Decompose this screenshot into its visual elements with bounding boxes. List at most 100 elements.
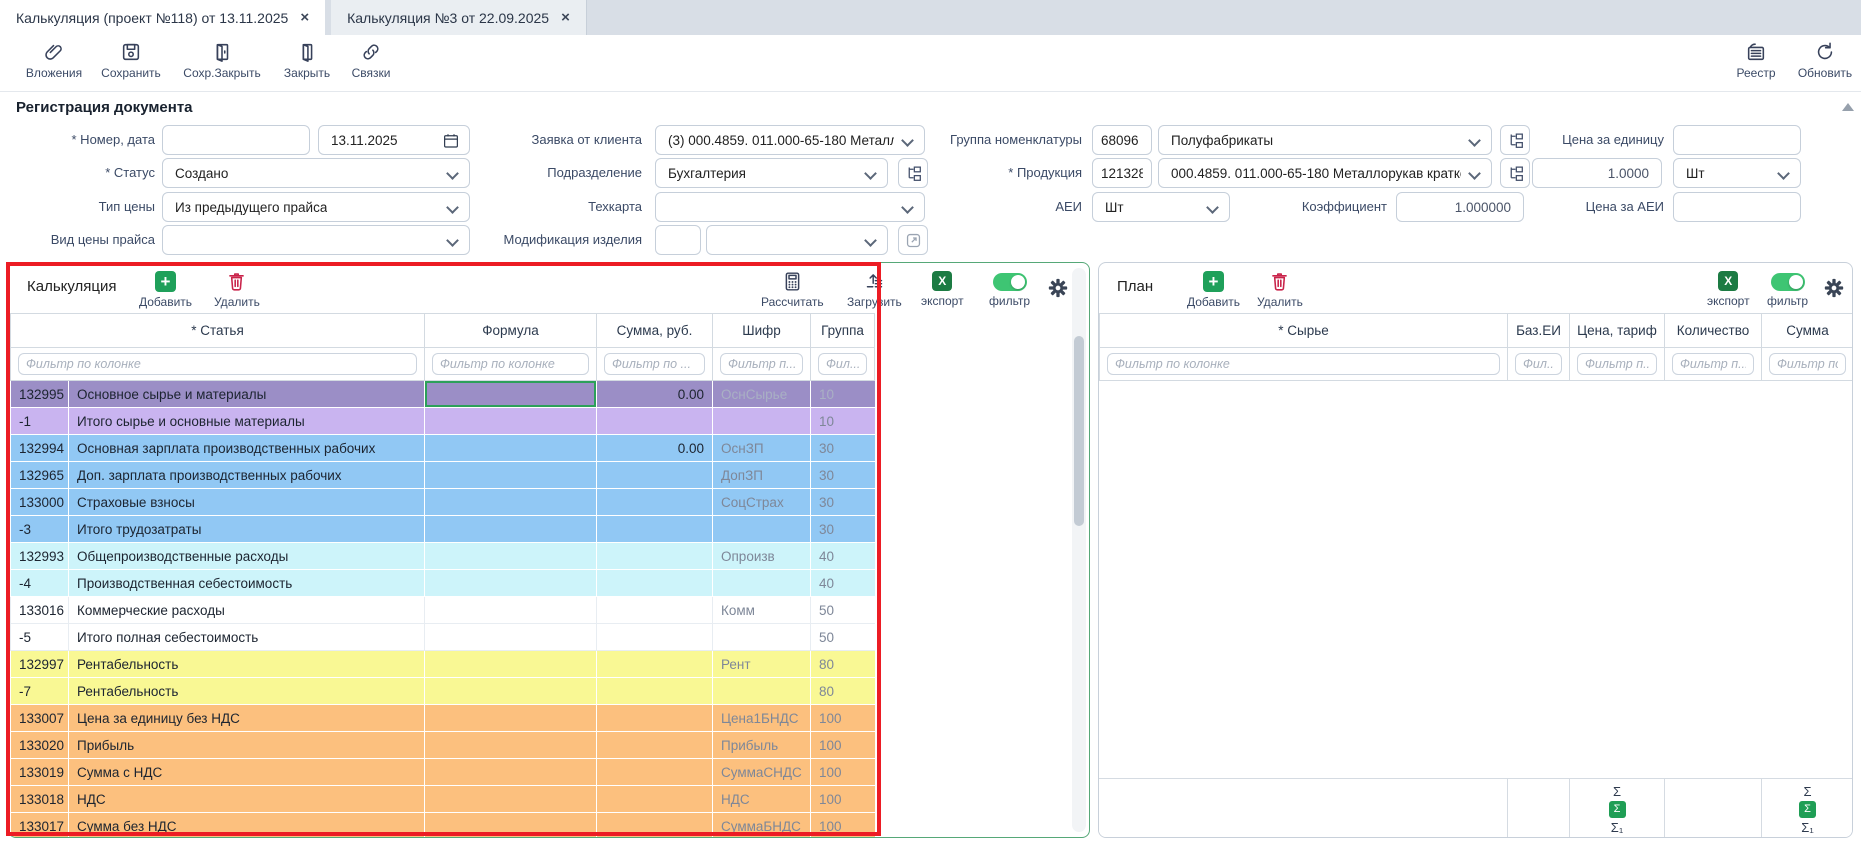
cell-id[interactable]: 132997 [10,650,69,678]
cell-sum[interactable] [596,596,713,624]
cell-formula[interactable] [424,731,597,759]
cell-code[interactable]: Опроизв [712,542,811,570]
cell-sum[interactable]: 0.00 [596,380,713,408]
cell-name[interactable]: Прибыль [68,731,425,759]
column-filter-input[interactable] [1769,353,1846,375]
cell-id[interactable]: 133000 [10,488,69,516]
table-row[interactable]: 132994 Основная зарплата производственных… [10,434,875,462]
cell-formula[interactable] [424,596,597,624]
toggle-on-icon[interactable] [992,273,1027,291]
cell-formula[interactable] [424,704,597,732]
production-hierarchy-button[interactable] [1500,158,1530,188]
cell-formula[interactable] [424,569,597,597]
vertical-scrollbar[interactable] [1072,268,1086,832]
nomenclature-group-code-input[interactable]: 68096 [1092,125,1152,155]
cell-group[interactable]: 10 [810,380,875,408]
cell-formula[interactable] [424,407,597,435]
column-header[interactable]: Цена, тариф [1569,313,1665,348]
sigma-badge-icon[interactable]: Σ [1608,800,1626,818]
links-button[interactable]: Связки [346,41,396,80]
cell-name[interactable]: Цена за единицу без НДС [68,704,425,732]
status-select[interactable]: Создано [162,158,470,188]
sigma-sum-icon[interactable]: Σ [1803,783,1812,799]
cell-formula[interactable] [424,758,597,786]
calc-settings-gear-icon[interactable] [1047,277,1069,299]
cell-id[interactable]: 132994 [10,434,69,462]
cell-name[interactable]: Сумма с НДС [68,758,425,786]
cell-formula[interactable] [424,461,597,489]
cell-group[interactable]: 100 [810,758,875,786]
cell-id[interactable]: 133017 [10,812,69,837]
cell-formula[interactable] [424,785,597,813]
techcard-select[interactable] [655,192,925,222]
cell-group[interactable]: 40 [810,542,875,570]
calc-calculate-button[interactable]: Рассчитать [761,271,824,309]
column-header[interactable]: Формула [424,313,597,348]
cell-id[interactable]: 132965 [10,461,69,489]
column-header[interactable]: Сумма, руб. [596,313,713,348]
date-input[interactable]: 13.11.2025 [318,125,470,155]
unit-select[interactable]: Шт [1673,158,1801,188]
coefficient-input[interactable]: 1.000000 [1396,192,1524,222]
table-row[interactable]: 132997 Рентабельность Рент 80 [10,650,875,678]
calc-delete-button[interactable]: Удалить [214,271,260,309]
quantity-input[interactable]: 1.0000 [1532,158,1662,188]
calc-filter-toggle[interactable]: фильтр [989,271,1030,308]
column-header[interactable]: Шифр [712,313,811,348]
cell-name[interactable]: Итого полная себестоимость [68,623,425,651]
cell-name[interactable]: Итого трудозатраты [68,515,425,543]
cell-code[interactable]: Цена1БНДС [712,704,811,732]
cell-sum[interactable] [596,515,713,543]
cell-sum[interactable] [596,569,713,597]
cell-code[interactable]: ДопЗП [712,461,811,489]
cell-code[interactable] [712,677,811,705]
cell-name[interactable]: Доп. зарплата производственных рабочих [68,461,425,489]
column-filter-input[interactable] [1515,353,1562,375]
cell-formula[interactable] [424,515,597,543]
sigma-sub-icon[interactable]: Σ₁ [1610,819,1624,835]
cell-group[interactable]: 30 [810,488,875,516]
number-input[interactable] [162,125,310,155]
cell-name[interactable]: Основное сырье и материалы [68,380,425,408]
calendar-icon[interactable] [442,132,460,150]
table-row[interactable]: 133017 Сумма без НДС СуммаБНДС 100 [10,812,875,837]
cell-id[interactable]: 133019 [10,758,69,786]
plan-delete-button[interactable]: Удалить [1257,271,1303,309]
cell-sum[interactable] [596,677,713,705]
plan-export-button[interactable]: X экспорт [1707,271,1750,308]
collapse-section-icon[interactable] [1842,103,1854,111]
cell-name[interactable]: Коммерческие расходы [68,596,425,624]
sigma-sub-icon[interactable]: Σ₁ [1801,819,1814,835]
cell-id[interactable]: 133016 [10,596,69,624]
department-hierarchy-button[interactable] [898,158,928,188]
aei-select[interactable]: Шт [1092,192,1230,222]
cell-id[interactable]: 133020 [10,731,69,759]
cell-name[interactable]: Страховые взносы [68,488,425,516]
cell-formula[interactable] [424,488,597,516]
cell-code[interactable] [712,407,811,435]
cell-sum[interactable] [596,731,713,759]
cell-group[interactable]: 30 [810,434,875,462]
cell-sum[interactable] [596,650,713,678]
calc-export-button[interactable]: X экспорт [921,271,964,308]
cell-group[interactable]: 100 [810,731,875,759]
save-and-close-button[interactable]: Сохр.Закрыть [176,41,268,80]
tab-close-icon[interactable]: × [300,9,310,26]
table-row[interactable]: -7 Рентабельность 80 [10,677,875,705]
tab-close-icon[interactable]: × [561,9,570,26]
cell-name[interactable]: Производственная себестоимость [68,569,425,597]
cell-code[interactable]: СуммаСНДС [712,758,811,786]
cell-code[interactable]: ОснЗП [712,434,811,462]
attachments-button[interactable]: Вложения [22,41,86,80]
production-select[interactable]: 000.4859. 011.000-65-180 Металлорукав кр… [1158,158,1492,188]
table-row[interactable]: 133000 Страховые взносы СоцСтрах 30 [10,488,875,516]
scrollbar-thumb[interactable] [1074,336,1084,526]
cell-id[interactable]: -3 [10,515,69,543]
column-filter-input[interactable] [432,353,589,375]
plan-add-button[interactable]: + Добавить [1187,271,1241,309]
cell-name[interactable]: Рентабельность [68,650,425,678]
cell-id[interactable]: -4 [10,569,69,597]
cell-sum[interactable] [596,407,713,435]
cell-name[interactable]: Итого сырье и основные материалы [68,407,425,435]
cell-code[interactable] [712,515,811,543]
